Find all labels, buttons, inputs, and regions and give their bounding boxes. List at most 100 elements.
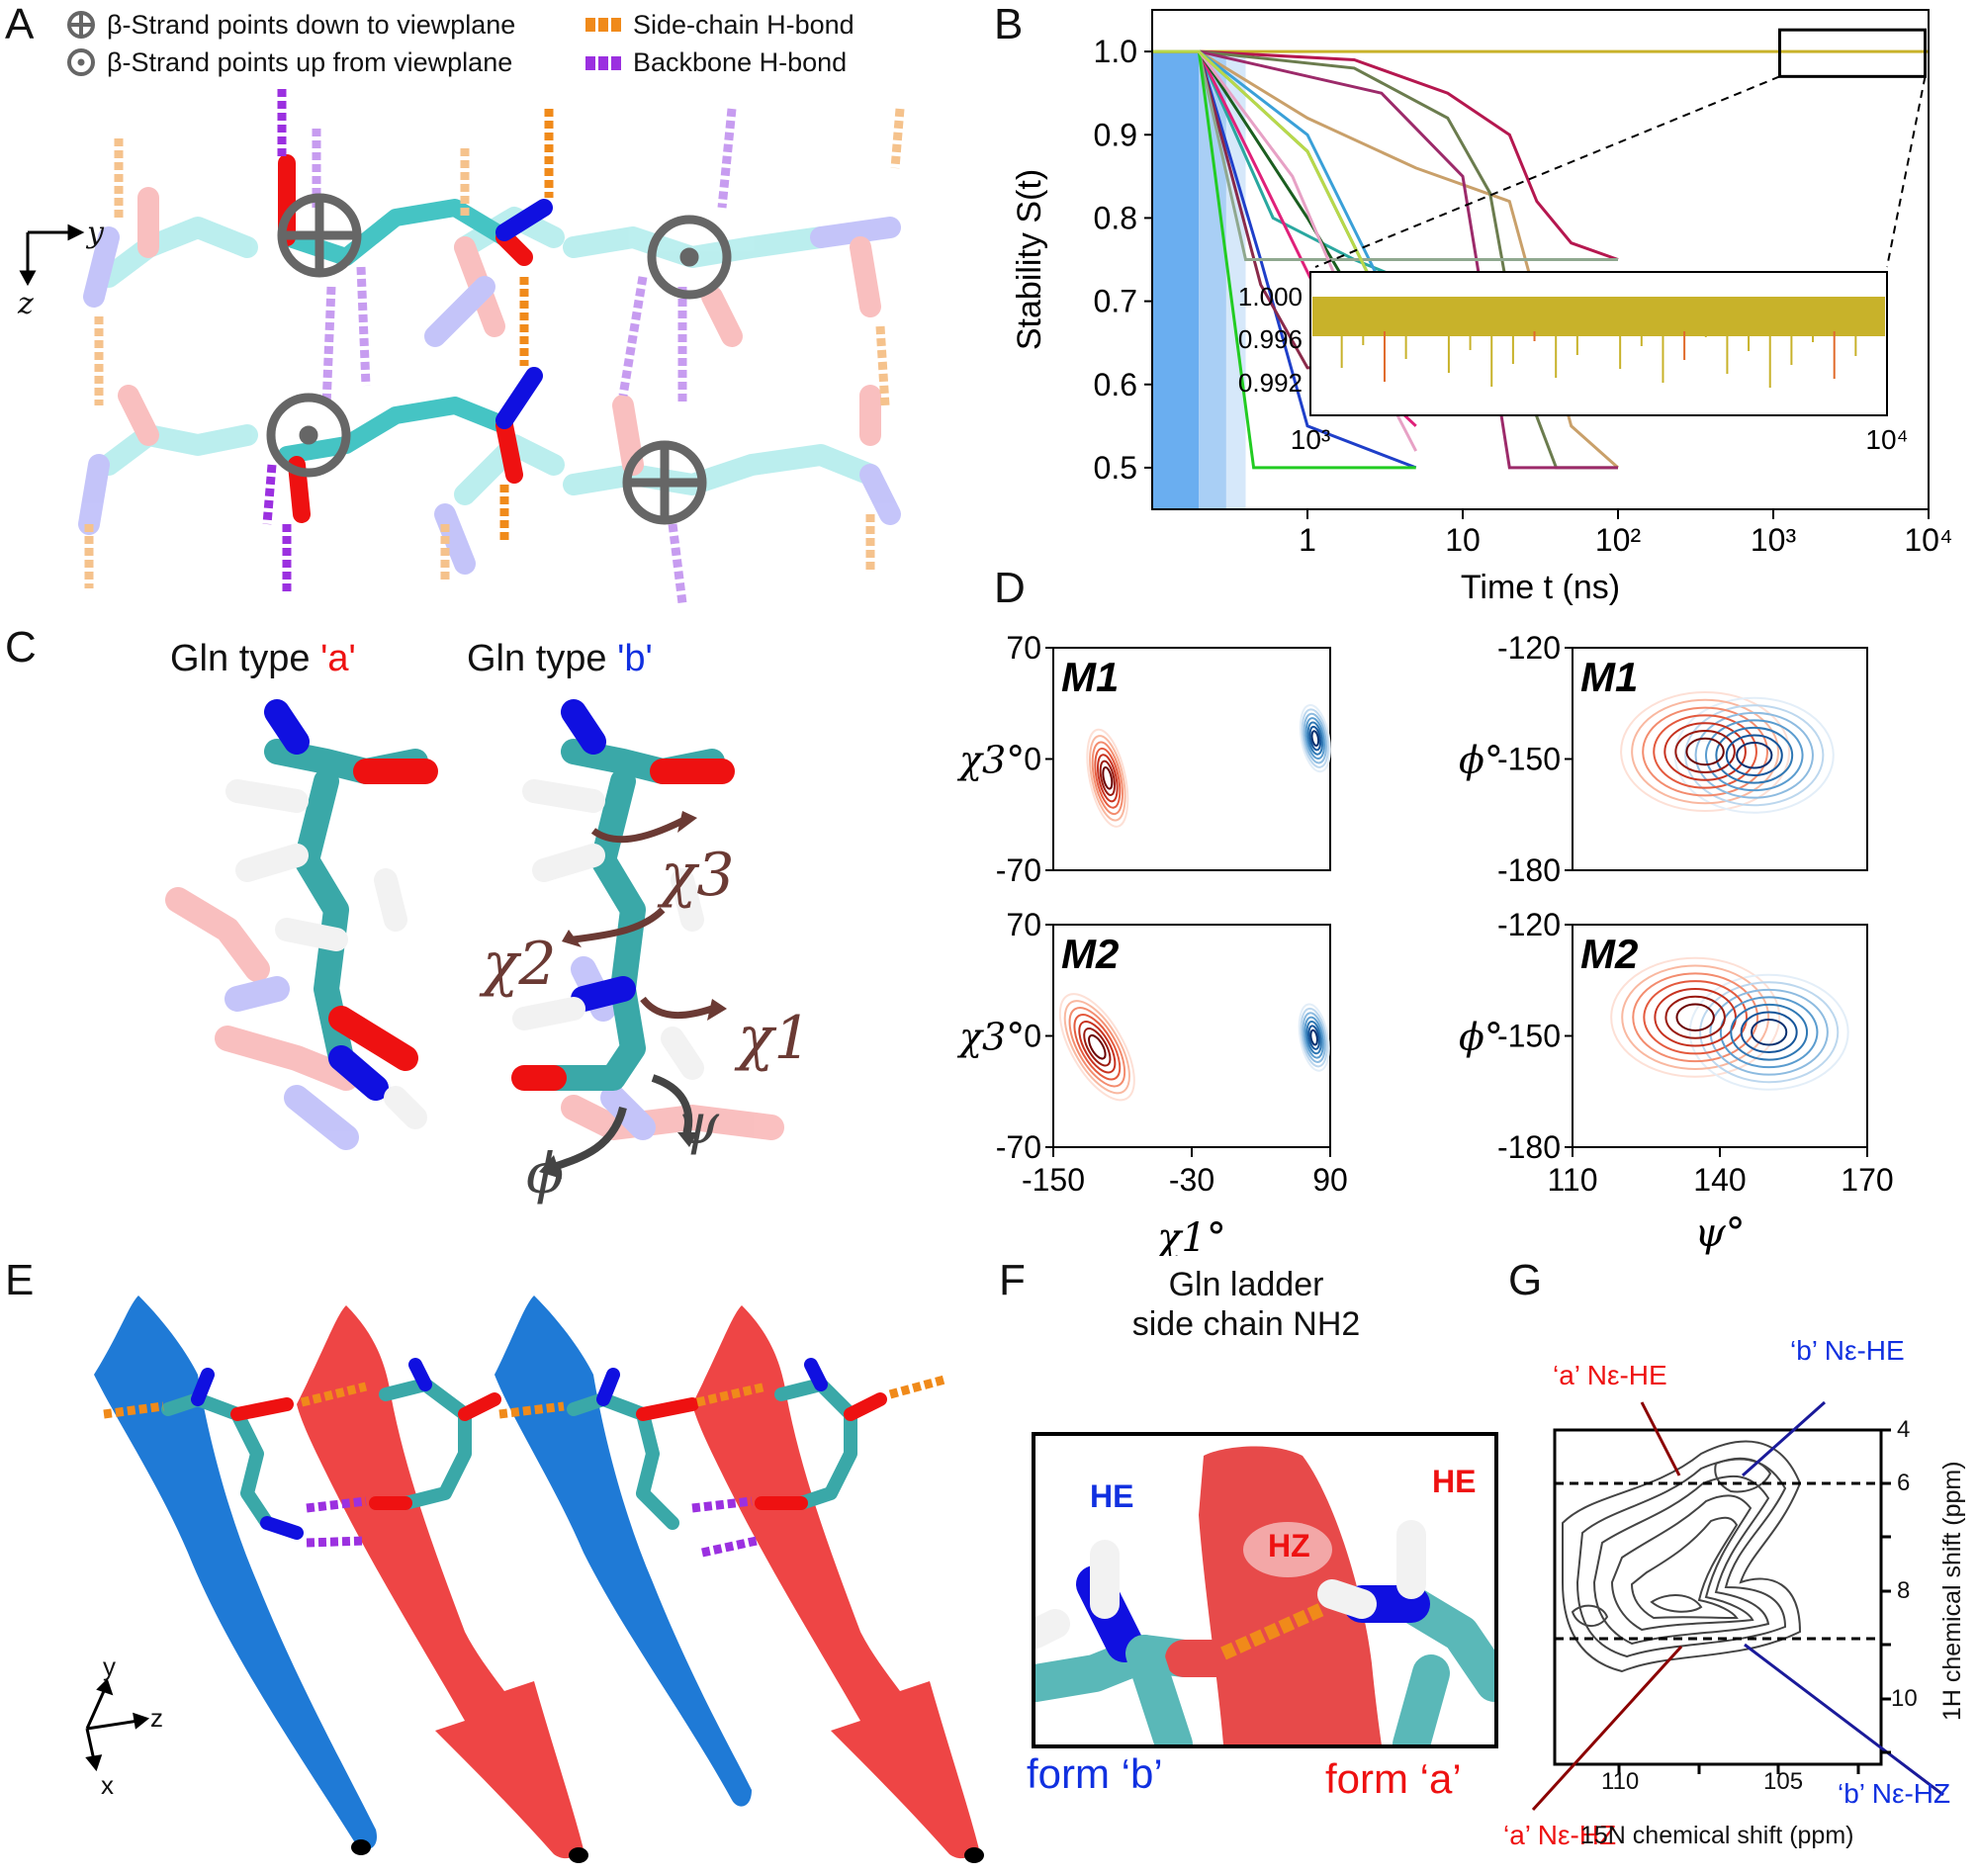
panel-label-f: F xyxy=(999,1256,1026,1304)
ytick-label-d: 0 xyxy=(1024,1019,1041,1054)
hz-label: HZ xyxy=(1268,1528,1310,1563)
inset-xtick-label: 10⁴ xyxy=(1865,424,1908,455)
blue-density-contour xyxy=(1299,704,1331,773)
ann-a-ne-hz: ‘a’ Nε-HZ xyxy=(1503,1820,1617,1850)
panel-b: B 0.5 0.6 0.7 0.8 0.9 1.0 1 10 10² 10³ 10⁴ Time t (… xyxy=(979,0,1978,623)
panel-label-b: B xyxy=(994,0,1024,48)
xlabel-d-right: ψ° xyxy=(1694,1210,1745,1256)
red-density-contour xyxy=(1097,754,1119,803)
blue-density-contour xyxy=(1719,996,1819,1069)
beta-strands-figure xyxy=(85,1295,984,1863)
ann-b-ne-hz: ‘b’ Nε-HZ xyxy=(1838,1778,1951,1809)
ylabel-d: χ3° xyxy=(956,1016,1025,1059)
blue-density-contour xyxy=(1302,1012,1326,1063)
axis-x-label-e: x xyxy=(101,1770,114,1800)
blue-density-contour xyxy=(1300,1007,1328,1068)
panel-label-c: C xyxy=(5,623,37,671)
ytick-label-b: 0.5 xyxy=(1094,450,1137,486)
red-density-contour xyxy=(1675,1003,1715,1031)
nmr-contours xyxy=(1562,1440,1802,1673)
panel-g: G xyxy=(1503,1256,1978,1876)
panel-label-g: G xyxy=(1508,1256,1543,1304)
red-density-contour xyxy=(1063,1000,1130,1095)
ytick-label-d: -180 xyxy=(1497,1129,1561,1165)
red-density-contour xyxy=(1643,980,1749,1055)
red-density-contour xyxy=(1099,759,1116,796)
ann-a-ne-he: ‘a’ Nε-HE xyxy=(1553,1360,1667,1390)
ylabel-d: ϕ° xyxy=(1459,1016,1503,1059)
axis-y-label-a: y xyxy=(87,216,104,250)
model-tag: M2 xyxy=(1061,931,1119,977)
stability-chart: 0.5 0.6 0.7 0.8 0.9 1.0 1 10 10² 10³ 10⁴ Time t (ns… xyxy=(1011,9,1953,606)
ylabel-d: χ3° xyxy=(956,739,1025,782)
legend-up-text: β-Strand points up from viewplane xyxy=(107,47,513,77)
red-density-contour xyxy=(1653,714,1757,789)
panel-e: E xyxy=(0,1256,989,1876)
inset-ytick-label: 0.996 xyxy=(1238,324,1303,354)
gln-ladder-title-2: side chain NH2 xyxy=(989,1305,1503,1344)
form-b-label: form ‘b’ xyxy=(1027,1750,1163,1797)
red-density-contour xyxy=(1642,706,1768,797)
xtick-label-b: 10³ xyxy=(1751,522,1797,558)
blue-density-contour xyxy=(1751,1018,1788,1046)
chi1-label: χ1 xyxy=(738,1004,812,1073)
panel-label-d: D xyxy=(994,564,1026,612)
ytick-label-d: -70 xyxy=(996,1129,1041,1165)
blue-density-contour xyxy=(1684,704,1825,807)
red-density-contour xyxy=(1610,956,1781,1078)
panel-label-e: E xyxy=(5,1256,35,1304)
red-density-contour xyxy=(1631,698,1780,805)
gln-structures xyxy=(165,699,784,1179)
blue-density-contour xyxy=(1694,711,1814,799)
orange-dash-icon xyxy=(585,18,621,32)
red-density-contour xyxy=(1664,995,1726,1039)
inset-ytick-label: 0.992 xyxy=(1238,368,1303,398)
panel-d: D M1 70 0 -70 χ3° M1 -120 -150 -180 ϕ° M2 70 0 -70 χ3°… xyxy=(930,564,1978,1256)
inset-frame xyxy=(1309,271,1888,416)
gln-a-title: Gln type 'a' xyxy=(170,638,356,680)
strand-down-marker-2 xyxy=(622,440,707,525)
purple-dash-icon xyxy=(585,56,621,70)
phi-label: ϕ xyxy=(526,1142,565,1206)
xlabel-d-left: χ1° xyxy=(1154,1215,1226,1256)
density-subplot-0: M1 70 0 -70 χ3° xyxy=(956,630,1331,888)
he-red-label: HE xyxy=(1432,1464,1477,1499)
gln-b-title-prefix: Gln type xyxy=(467,638,618,679)
strand-down-marker-1 xyxy=(277,193,362,278)
blue-density-contour xyxy=(1736,741,1773,769)
chi3-label: χ3 xyxy=(661,841,735,910)
axis-z-label-a: z xyxy=(18,287,34,321)
density-subplot-3: M2 -120 -150 -180 ϕ° xyxy=(1459,907,1868,1165)
equilibration-band-2 xyxy=(1199,51,1226,509)
blue-density-contour xyxy=(1306,721,1324,756)
strand-up-marker-1 xyxy=(647,215,732,300)
equilibration-band-3 xyxy=(1225,51,1246,509)
blue-density-contour xyxy=(1308,725,1322,752)
red-density-contour xyxy=(1674,730,1736,773)
red-density-contour xyxy=(1068,1007,1126,1088)
density-subplot-2: M2 70 0 -70 χ3° xyxy=(956,907,1331,1165)
blue-density-contour xyxy=(1304,717,1325,760)
zoom-box xyxy=(1777,28,1928,78)
ytick-label-d: -150 xyxy=(1497,1019,1561,1054)
ytick-label-d: -120 xyxy=(1497,630,1561,666)
model-tag: M1 xyxy=(1580,654,1638,700)
ann-b-ne-he: ‘b’ Nε-HE xyxy=(1790,1335,1905,1366)
red-density-contour xyxy=(1663,722,1747,781)
gln-a-tag: 'a' xyxy=(320,638,356,679)
blue-density-contour xyxy=(1688,973,1849,1091)
blue-density-contour xyxy=(1740,1011,1798,1054)
legend-down-text: β-Strand points down to viewplane xyxy=(107,10,516,40)
inset-ytick-label: 1.000 xyxy=(1238,282,1303,312)
gln-ladder-closeup xyxy=(1032,1432,1498,1748)
ytick-label-b: 0.6 xyxy=(1094,367,1137,402)
blue-density-contour xyxy=(1310,730,1320,747)
blue-density-contour xyxy=(1699,981,1840,1084)
nmr-spectrum xyxy=(1531,1400,1944,1812)
red-density-contour xyxy=(1088,1033,1107,1060)
xtick-label-b: 1 xyxy=(1299,522,1316,558)
ylabel-d: ϕ° xyxy=(1459,739,1503,782)
ytick-label-b: 0.7 xyxy=(1094,284,1137,319)
ytick-label-d: -150 xyxy=(1497,742,1561,777)
strand-up-marker-2 xyxy=(266,393,351,478)
